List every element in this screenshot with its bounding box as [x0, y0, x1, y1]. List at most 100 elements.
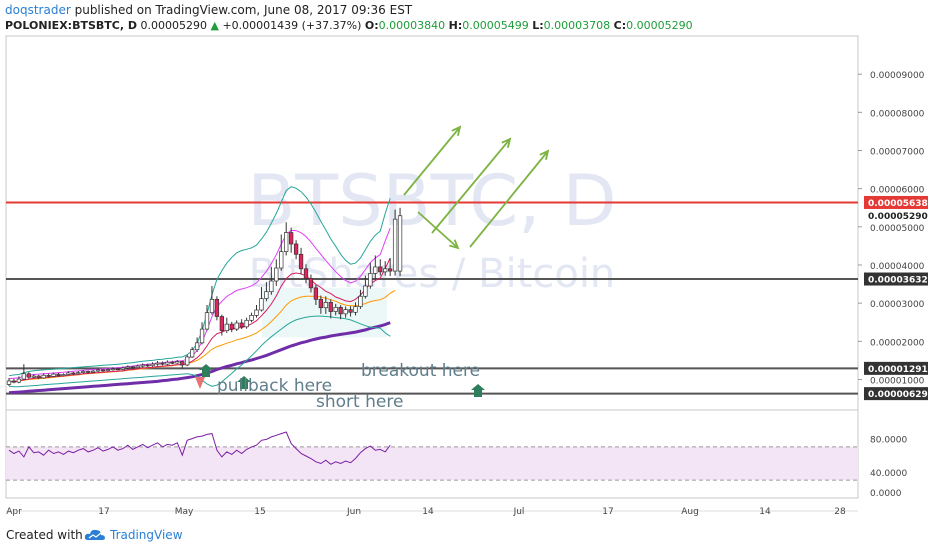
- y-tick-label: 0.00008000: [870, 109, 925, 119]
- candle-body: [349, 310, 353, 313]
- x-tick-label: 17: [602, 507, 613, 517]
- candle-body: [369, 273, 373, 286]
- candle-body: [334, 307, 338, 311]
- candle-body: [22, 374, 26, 379]
- candle-body: [101, 370, 105, 371]
- x-tick-label: 17: [98, 507, 109, 517]
- annotation-pullback: pullback here: [217, 376, 332, 396]
- candle-body: [190, 350, 194, 357]
- candle-body: [260, 299, 264, 310]
- candle-body: [383, 269, 387, 272]
- y-tick-label: 0.00003000: [870, 300, 925, 310]
- candle-body: [111, 369, 115, 370]
- candle-body: [255, 310, 259, 315]
- candle-body: [245, 320, 249, 326]
- tradingview-cloud-icon: [84, 527, 106, 543]
- candle-body: [314, 288, 318, 299]
- candle-body: [7, 381, 11, 384]
- candle-body: [141, 365, 145, 366]
- candle-body: [81, 371, 85, 372]
- candle-body: [200, 329, 204, 343]
- candle-body: [294, 244, 298, 254]
- y-tick-label: 0.00004000: [870, 262, 925, 272]
- candle-body: [17, 379, 21, 382]
- y-tick-label: 0.00005000: [870, 224, 925, 234]
- candle-body: [116, 369, 120, 370]
- x-tick-label: May: [175, 507, 194, 517]
- candle-body: [106, 370, 110, 371]
- watermark-symbol: BTSBTC, D: [247, 160, 616, 242]
- candle-body: [235, 323, 239, 329]
- x-tick-label: 14: [759, 507, 771, 517]
- candle-body: [354, 307, 358, 313]
- candle-body: [32, 376, 36, 377]
- candle-body: [176, 362, 180, 364]
- price-label: 0.00005290: [868, 212, 928, 222]
- candle-body: [374, 267, 378, 273]
- candle-body: [151, 364, 155, 366]
- candle-body: [378, 267, 382, 272]
- chart-footer: Created with TradingView: [0, 520, 932, 550]
- candle-body: [91, 371, 95, 372]
- candle-body: [344, 310, 348, 314]
- price-label: 0.00001291: [868, 365, 928, 375]
- tradingview-brand[interactable]: TradingView: [110, 528, 183, 542]
- candle-body: [205, 313, 209, 329]
- candle-body: [339, 307, 343, 313]
- candle-body: [275, 268, 279, 281]
- candle-body: [86, 371, 90, 372]
- candle-body: [250, 315, 254, 320]
- candle-body: [398, 216, 402, 271]
- candle-body: [270, 281, 274, 292]
- candle-body: [27, 374, 31, 377]
- candle-body: [309, 278, 313, 288]
- rsi-tick-label: 0.0000: [870, 489, 902, 499]
- candle-body: [388, 269, 392, 271]
- candle-body: [77, 373, 81, 374]
- candle-body: [220, 317, 224, 331]
- candle-body: [146, 365, 150, 366]
- annotation-short: short here: [316, 392, 403, 412]
- candle-body: [284, 233, 288, 252]
- candle-body: [126, 367, 130, 368]
- candle-body: [136, 366, 140, 368]
- x-tick-label: 28: [834, 507, 846, 517]
- candle-body: [304, 269, 308, 279]
- candle-body: [265, 292, 269, 299]
- candle-body: [210, 299, 214, 312]
- x-tick-label: Jul: [513, 507, 525, 517]
- y-tick-label: 0.00007000: [870, 147, 925, 157]
- candle-body: [12, 381, 16, 382]
- candle-body: [47, 375, 51, 376]
- price-label: 0.00005638: [868, 199, 928, 209]
- candle-body: [171, 362, 175, 363]
- x-tick-label: Aug: [681, 507, 699, 517]
- x-tick-label: Apr: [6, 507, 22, 517]
- candle-body: [62, 375, 66, 376]
- candle-body: [37, 376, 41, 378]
- rsi-band: [6, 447, 858, 480]
- y-tick-label: 0.00002000: [870, 338, 925, 348]
- candle-body: [166, 362, 170, 364]
- price-label: 0.00003632: [868, 276, 928, 286]
- candle-body: [225, 324, 229, 330]
- price-label: 0.00000629: [868, 390, 928, 400]
- x-tick-label: Jun: [346, 507, 361, 517]
- annotation-breakout: breakout here: [361, 361, 480, 381]
- candle-body: [52, 374, 56, 376]
- candle-body: [156, 363, 160, 364]
- candle-body: [289, 233, 293, 244]
- rsi-tick-label: 40.0000: [870, 469, 907, 479]
- candle-body: [393, 219, 397, 271]
- candle-body: [67, 373, 71, 375]
- candle-body: [121, 368, 125, 370]
- candle-body: [96, 370, 100, 371]
- candle-body: [72, 373, 76, 374]
- candle-body: [319, 299, 323, 307]
- rsi-tick-label: 80.0000: [870, 436, 907, 446]
- created-with-label: Created with: [6, 528, 83, 542]
- candle-body: [180, 362, 184, 365]
- candle-body: [359, 296, 363, 306]
- candle-body: [364, 286, 368, 296]
